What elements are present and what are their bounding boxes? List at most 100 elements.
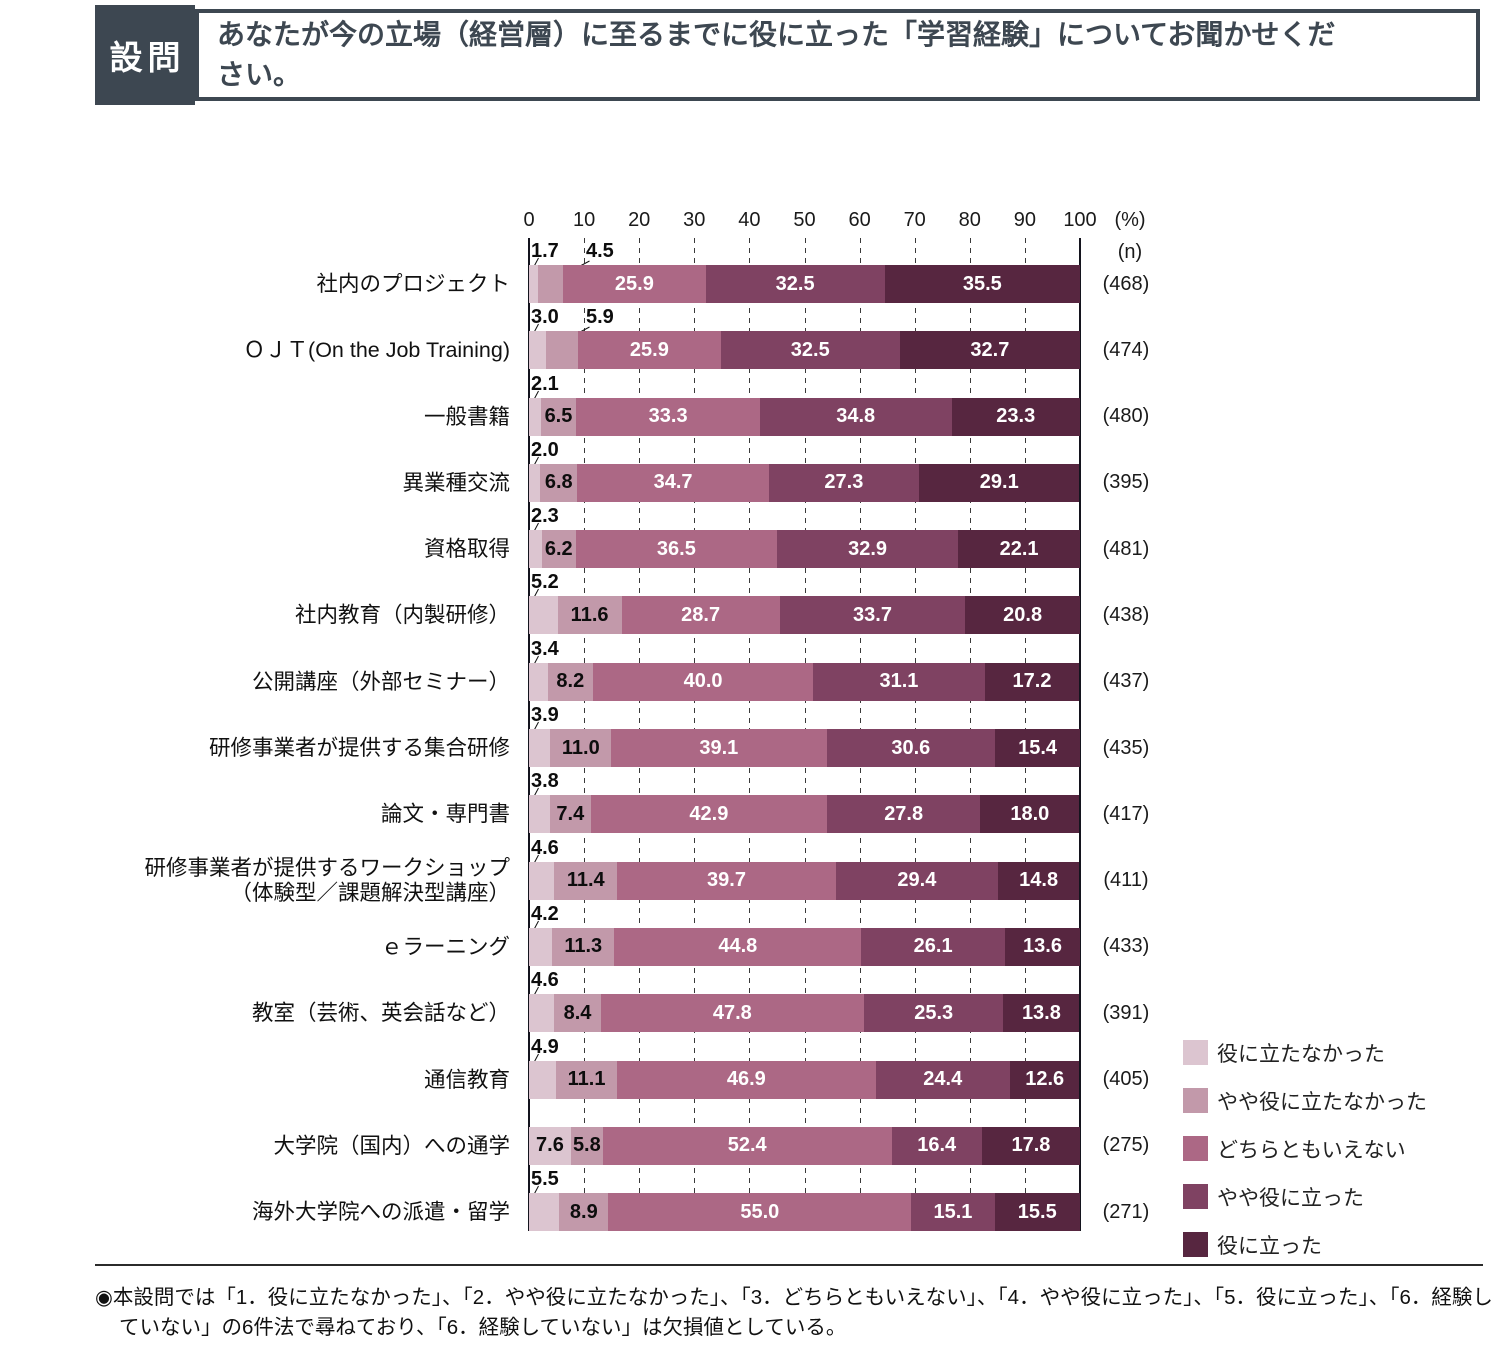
chart-row: 教室（芸術、英会話など） 4.6 8.4 47.8 25.3 13.8 (391) (0, 967, 1498, 1033)
category-label-line: 公開講座（外部セミナー） (251, 669, 510, 694)
bar-segment: 17.2 (984, 662, 1080, 701)
category-label: ＯＪＴ(On the Job Training) (60, 331, 510, 370)
chart-row: 資格取得 2.3 6.2 36.5 32.9 22.1 (481) (0, 503, 1498, 569)
n-value: (481) (1102, 537, 1150, 560)
segment-value-label: 15.1 (933, 1200, 973, 1223)
category-label: 研修事業者が提供するワークショップ （体験型／課題解決型講座） (60, 856, 510, 905)
stacked-bar: 11.4 39.7 29.4 14.8 (529, 861, 1080, 900)
segment-value-label: 17.8 (1011, 1134, 1051, 1157)
category-label: 一般書籍 (60, 398, 510, 437)
stacked-bar: 8.4 47.8 25.3 13.8 (529, 994, 1080, 1033)
segment-value-label: 15.4 (1018, 736, 1058, 759)
legend-swatch (1183, 1184, 1208, 1209)
legend-swatch (1183, 1232, 1208, 1257)
segment-value-label: 6.2 (544, 537, 573, 560)
stacked-bar: 6.2 36.5 32.9 22.1 (529, 530, 1080, 569)
n-value: (391) (1102, 1001, 1150, 1024)
bar-segment: 20.8 (965, 596, 1080, 635)
n-column-header: (n) (1117, 241, 1143, 263)
stacked-bar: 6.8 34.7 27.3 29.1 (529, 463, 1080, 502)
segment-value-label: 34.8 (836, 405, 876, 428)
category-label: 異業種交流 (60, 464, 510, 503)
axis-tick: 60 (848, 209, 871, 231)
value-callout-zone: 2.1 (529, 371, 1080, 405)
segment-value-label: 2.3 (531, 505, 559, 528)
stacked-bar: 6.5 33.3 34.8 23.3 (529, 397, 1080, 436)
bar-segment: 55.0 (608, 1193, 912, 1232)
n-value: (474) (1102, 338, 1150, 361)
value-callout-zone: 3.0 5.9 (529, 304, 1080, 343)
bar-segment: 32.9 (776, 530, 959, 569)
bar-segment: 32.7 (899, 331, 1080, 370)
bar-segment: 32.5 (720, 331, 900, 370)
value-callout-zone: 2.0 (529, 437, 1080, 472)
segment-value-label: 25.3 (914, 1001, 954, 1024)
value-callout-zone: 4.6 (529, 835, 1080, 870)
chart-row: ＯＪＴ(On the Job Training) 3.0 5.9 25.9 32.5 32… (0, 304, 1498, 370)
segment-value-label: 47.8 (712, 1001, 752, 1024)
legend-label: 役に立った (1217, 1234, 1322, 1258)
segment-value-label: 16.4 (917, 1134, 957, 1157)
category-label: 海外大学院への派遣・留学 (60, 1193, 510, 1232)
segment-value-label: 11.1 (567, 1068, 606, 1091)
segment-value-label: 31.1 (879, 670, 919, 693)
segment-value-label: 24.4 (923, 1068, 963, 1091)
chart-row: 研修事業者が提供するワークショップ （体験型／課題解決型講座） 4.6 11.4 39.… (0, 835, 1498, 906)
segment-value-label: 29.1 (979, 471, 1019, 494)
bar-segment: 31.1 (813, 662, 985, 701)
category-label: ｅラーニング (60, 928, 510, 967)
question-badge: 設問 (95, 5, 195, 105)
category-label-line: 論文・専門書 (380, 802, 510, 827)
segment-value-label: 33.7 (853, 603, 892, 626)
n-value: (271) (1102, 1200, 1150, 1223)
n-value: (438) (1102, 603, 1150, 626)
stacked-bar: 8.2 40.0 31.1 17.2 (529, 662, 1080, 701)
segment-value-label: 3.8 (531, 770, 559, 793)
chart-row: 社内教育（内製研修） 5.2 11.6 28.7 33.7 20.8 (438) (0, 569, 1498, 635)
axis-tick: 70 (903, 209, 926, 231)
stacked-bar: 11.3 44.8 26.1 13.6 (529, 927, 1080, 966)
category-label-line: 研修事業者が提供するワークショップ (144, 856, 510, 881)
segment-value-label: 35.5 (962, 272, 1002, 295)
category-label: 論文・専門書 (60, 795, 510, 834)
stacked-bar: 11.6 28.7 33.7 20.8 (529, 596, 1080, 635)
bar-segment: 27.8 (827, 795, 981, 834)
stacked-bar: 7.4 42.9 27.8 18.0 (529, 795, 1080, 834)
bar-segment (529, 463, 541, 502)
bar-segment (529, 662, 548, 701)
category-label-line: 教室（芸術、英会話など） (251, 1001, 510, 1026)
bar-segment (529, 729, 551, 768)
chart-row: 海外大学院への派遣・留学 5.5 8.9 55.0 15.1 15.5 (271) (0, 1166, 1498, 1232)
legend-label: 役に立たなかった (1217, 1042, 1385, 1066)
chart-row: ｅラーニング 4.2 11.3 44.8 26.1 13.6 (433) (0, 901, 1498, 967)
bar-segment: 26.1 (861, 927, 1006, 966)
bar-segment (529, 927, 553, 966)
plot-border-line (1079, 238, 1081, 1231)
chart-row: 通信教育 4.9 11.1 46.9 24.4 12.6 (405) (0, 1034, 1498, 1100)
category-label-line: 異業種交流 (402, 470, 510, 495)
n-value: (405) (1102, 1068, 1150, 1091)
bar-segment: 39.7 (617, 861, 836, 900)
bar-segment: 25.9 (578, 331, 721, 370)
segment-value-label: 40.0 (683, 670, 723, 693)
segment-value-label: 26.1 (913, 935, 953, 958)
bar-segment (529, 1060, 556, 1099)
axis-tick: 100 (1063, 209, 1097, 231)
value-callout-zone: 5.2 (529, 569, 1080, 604)
category-label-line: 海外大学院への派遣・留学 (251, 1200, 510, 1225)
n-value: (275) (1102, 1134, 1150, 1157)
segment-value-label: 8.4 (563, 1001, 592, 1024)
bar-segment: 12.6 (1009, 1060, 1080, 1099)
bar-segment (545, 331, 579, 370)
segment-value-label: 52.4 (727, 1134, 767, 1157)
segment-value-label: 11.0 (561, 736, 600, 759)
category-label: 社内のプロジェクト (60, 265, 510, 304)
value-callout-zone: 1.7 4.5 (529, 238, 1080, 277)
value-callout-zone: 4.9 (529, 1034, 1080, 1068)
bar-segment (529, 861, 555, 900)
n-value: (437) (1102, 670, 1150, 693)
divider (95, 1264, 1483, 1266)
bar-segment (529, 994, 555, 1033)
segment-value-label: 55.0 (740, 1200, 780, 1223)
bar-segment: 17.8 (981, 1126, 1080, 1165)
